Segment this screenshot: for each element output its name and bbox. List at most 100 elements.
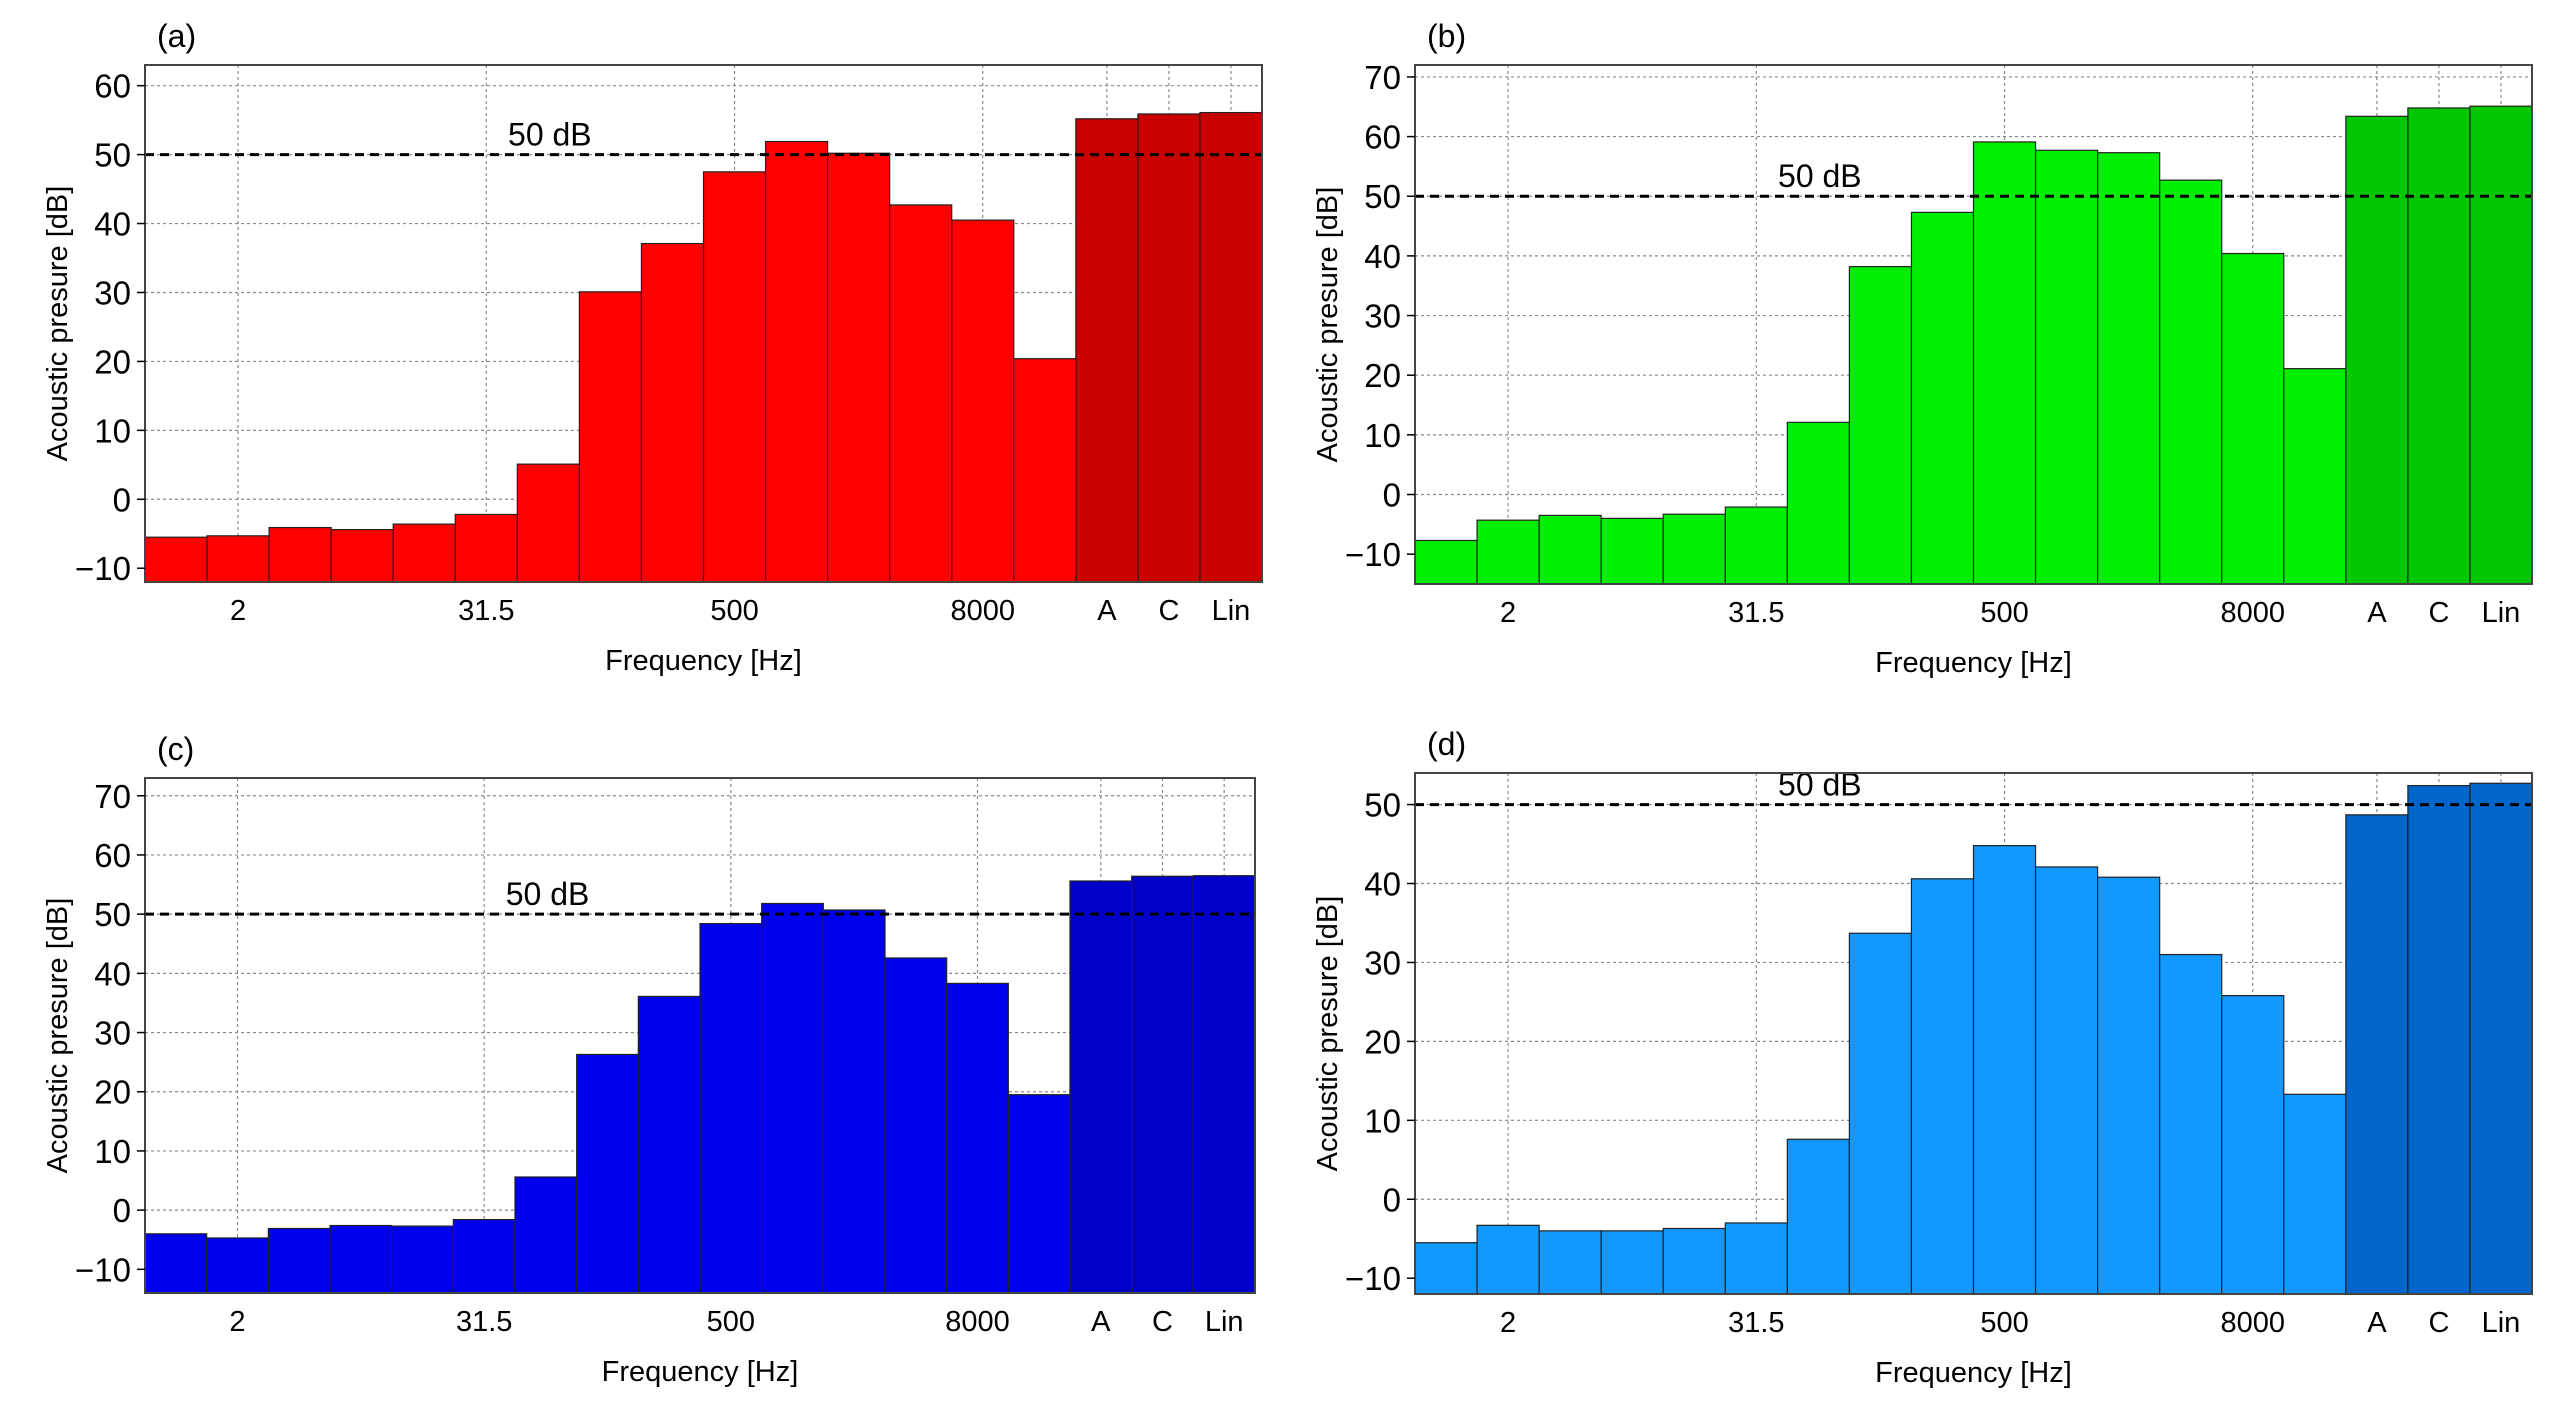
x-tick-label: A bbox=[2367, 597, 2387, 629]
bar-125 bbox=[1848, 932, 1913, 1295]
panel-label: (c) bbox=[157, 731, 194, 767]
bar-8000 bbox=[946, 982, 1009, 1294]
x-tick-label: A bbox=[1091, 1306, 1111, 1338]
bar-A bbox=[1075, 118, 1139, 583]
bar-8000 bbox=[951, 219, 1015, 583]
x-tick-label: Lin bbox=[2482, 597, 2521, 629]
y-tick-label: 10 bbox=[94, 1133, 131, 1170]
bar-Lin bbox=[1192, 875, 1256, 1294]
chart-panel-1: 50 dB −10 0 10 20 30 40 50 60 2 31.5 500 8000 A C Lin Fr… bbox=[42, 18, 1263, 677]
y-tick-label: 0 bbox=[1383, 477, 1401, 514]
y-tick-label: 70 bbox=[94, 778, 131, 815]
y-tick-label: −10 bbox=[1345, 536, 1401, 573]
y-tick-label: 10 bbox=[1364, 1102, 1401, 1139]
bar-2000 bbox=[2097, 876, 2161, 1295]
bar-4000 bbox=[2159, 179, 2223, 585]
x-tick-label: Lin bbox=[1205, 1306, 1244, 1338]
plot-frame bbox=[144, 64, 1263, 583]
bar-125 bbox=[1848, 266, 1913, 585]
bar-16000 bbox=[1007, 1094, 1071, 1294]
bar-4000 bbox=[2159, 953, 2223, 1295]
bar-63 bbox=[1786, 1138, 1850, 1295]
bar-8 bbox=[330, 529, 394, 583]
x-tick-label: 31.5 bbox=[458, 595, 514, 627]
x-tick-label: 8000 bbox=[950, 595, 1015, 627]
y-tick-label: 20 bbox=[94, 343, 131, 380]
y-tick-label: −10 bbox=[1345, 1260, 1401, 1297]
bar-A bbox=[2345, 115, 2409, 585]
y-tick-label: 50 bbox=[94, 137, 131, 174]
bar-250 bbox=[1910, 211, 1975, 585]
bar-A bbox=[1069, 880, 1133, 1294]
y-tick-label: 40 bbox=[1364, 866, 1401, 903]
y-tick-label: 20 bbox=[1364, 357, 1401, 394]
bar-4 bbox=[1538, 514, 1602, 585]
y-tick-label: 60 bbox=[94, 68, 131, 105]
y-axis-label: Acoustic presure [dB] bbox=[1312, 896, 1344, 1172]
y-tick-label: 20 bbox=[94, 1074, 131, 1111]
bar-2 bbox=[1476, 519, 1540, 585]
bar-C bbox=[2407, 785, 2471, 1295]
bar-1 bbox=[144, 1233, 208, 1294]
x-axis-label: Frequency [Hz] bbox=[1875, 1357, 2072, 1389]
bar-63 bbox=[514, 1176, 578, 1294]
y-tick-label: 40 bbox=[94, 206, 131, 243]
bar-8000 bbox=[2221, 995, 2285, 1295]
y-axis-label: Acoustic presure [dB] bbox=[42, 898, 74, 1174]
bar-16000 bbox=[2283, 1093, 2347, 1295]
bar-2 bbox=[206, 535, 270, 583]
x-tick-label: A bbox=[2367, 1307, 2387, 1339]
y-tick-label: 70 bbox=[1364, 59, 1401, 96]
panel-label: (d) bbox=[1427, 726, 1466, 762]
bar-16000 bbox=[1013, 358, 1077, 583]
y-tick-label: 30 bbox=[1364, 944, 1401, 981]
bar-31.5 bbox=[1724, 1222, 1788, 1295]
bar-16000 bbox=[2283, 368, 2347, 585]
y-tick-label: 10 bbox=[94, 412, 131, 449]
bar-500 bbox=[1972, 141, 2037, 585]
x-axis-label: Frequency [Hz] bbox=[605, 645, 802, 677]
bar-8000 bbox=[2221, 252, 2285, 585]
y-tick-label: −10 bbox=[75, 1251, 131, 1288]
x-tick-label: 31.5 bbox=[456, 1306, 512, 1338]
bar-2000 bbox=[2097, 152, 2161, 585]
y-tick-label: 30 bbox=[94, 1015, 131, 1052]
x-tick-label: 8000 bbox=[2220, 597, 2285, 629]
bar-8 bbox=[1600, 517, 1664, 585]
plot-frame bbox=[1414, 772, 2533, 1295]
bar-16 bbox=[391, 1225, 454, 1294]
x-tick-label: 500 bbox=[710, 595, 758, 627]
x-tick-label: C bbox=[1158, 595, 1179, 627]
bar-125 bbox=[576, 1053, 639, 1294]
bar-63 bbox=[516, 463, 580, 583]
y-tick-label: 30 bbox=[94, 274, 131, 311]
x-tick-label: 8000 bbox=[945, 1306, 1010, 1338]
bar-16 bbox=[392, 523, 456, 583]
bar-1000 bbox=[764, 140, 829, 583]
bar-4000 bbox=[884, 957, 948, 1294]
bar-8 bbox=[1600, 1230, 1664, 1295]
bar-500 bbox=[1972, 845, 2037, 1295]
reference-line-label: 50 dB bbox=[506, 876, 590, 912]
reference-line-label: 50 dB bbox=[1778, 767, 1862, 803]
x-tick-label: 31.5 bbox=[1728, 1307, 1784, 1339]
bar-125 bbox=[578, 291, 643, 583]
bar-2000 bbox=[827, 152, 891, 583]
bar-1 bbox=[1414, 539, 1478, 585]
bar-Lin bbox=[2469, 105, 2533, 585]
bar-C bbox=[1131, 875, 1194, 1294]
x-axis-label: Frequency [Hz] bbox=[1875, 647, 2072, 679]
y-tick-label: 50 bbox=[1364, 178, 1401, 215]
x-tick-label: 8000 bbox=[2220, 1307, 2285, 1339]
bar-2 bbox=[1476, 1224, 1540, 1295]
bar-16 bbox=[1662, 513, 1726, 585]
plot-frame bbox=[1414, 64, 2533, 585]
bar-1000 bbox=[2034, 866, 2099, 1295]
x-tick-label: A bbox=[1097, 595, 1117, 627]
x-tick-label: 500 bbox=[707, 1306, 755, 1338]
bar-C bbox=[1137, 113, 1201, 583]
bar-Lin bbox=[1199, 111, 1263, 583]
bar-1000 bbox=[761, 902, 824, 1294]
bar-4 bbox=[1538, 1230, 1602, 1295]
